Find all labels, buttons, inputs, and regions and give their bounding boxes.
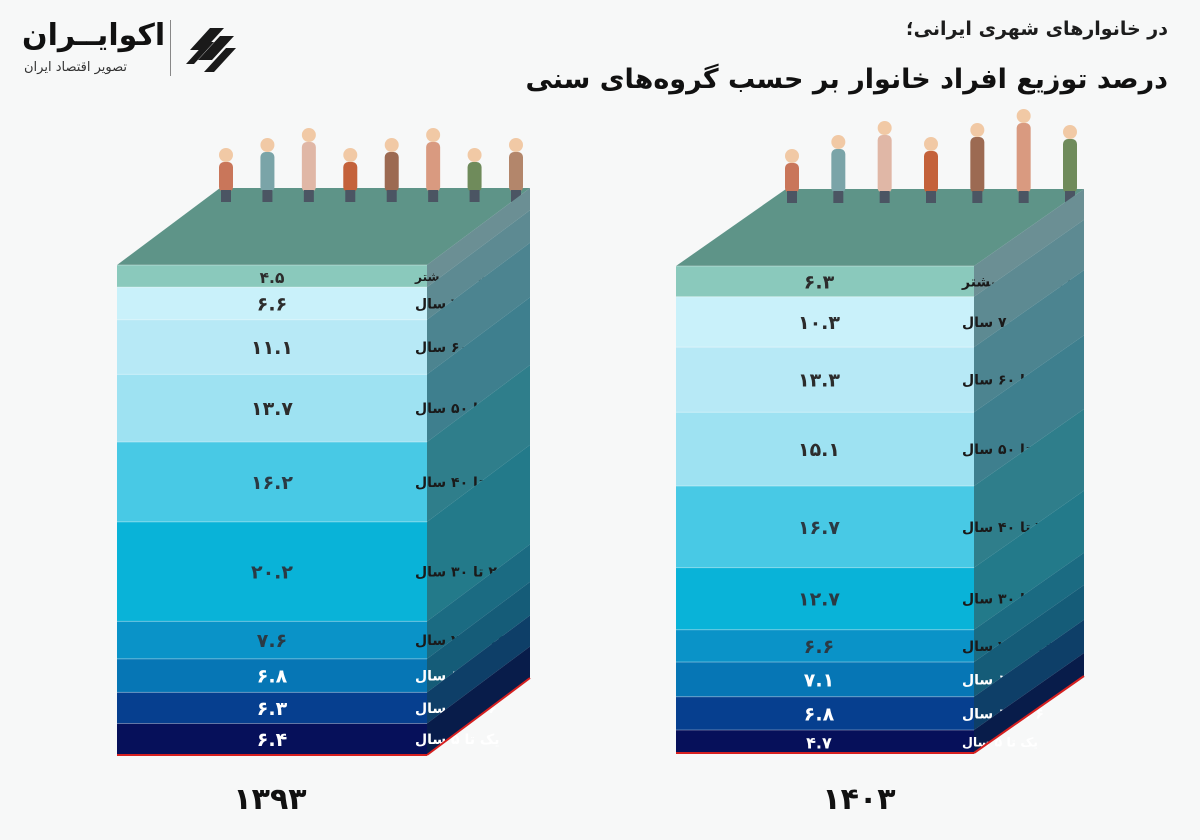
block-right-band-front (676, 266, 974, 297)
block-right-value-label: ۱۶.۷ (798, 517, 840, 539)
block-left-person-figure (509, 138, 523, 202)
block-right-value-label: ۱۳.۳ (798, 370, 840, 392)
block-right-band-side (974, 270, 1084, 413)
block-left-value-label: ۴.۵ (260, 269, 285, 287)
block-left-band-front (117, 441, 427, 522)
chart-subtitle: در خانوارهای شهری ایرانی؛ (906, 18, 1168, 40)
block-right-top-face (676, 189, 1084, 266)
block-right-band-side (974, 653, 1084, 753)
block-right-person-figure (785, 149, 799, 203)
block-right-value-label: ۷.۱ (804, 669, 834, 691)
block-right-person-figure (924, 137, 938, 203)
block-right-band-side (974, 335, 1084, 487)
block-left-value-label: ۶.۳ (257, 698, 288, 720)
block-left-band-front (117, 287, 427, 320)
block-right-band-front (676, 567, 974, 630)
block-right-person-figure (877, 121, 892, 203)
block-left-band-front (117, 723, 427, 755)
block-right-band-front (676, 629, 974, 663)
block-right-bottom-edge-side (973, 675, 1085, 754)
year-label-right: ۱۴۰۳ (822, 782, 896, 817)
block-left-band-front (117, 319, 427, 375)
block-left-band-side (427, 544, 530, 659)
block-left-band-side (427, 364, 530, 522)
block-right-band-front (676, 696, 974, 731)
block-right-band-side (974, 585, 1084, 697)
block-left-band-side (427, 646, 530, 755)
block-left-person-figure (219, 148, 233, 202)
block-left-value-label: ۷.۶ (257, 630, 287, 652)
block-right-value-label: ۱۰.۳ (798, 312, 840, 334)
block-right-value-label: ۴.۷ (806, 734, 832, 753)
block-right-band-front (676, 730, 974, 753)
logo-name: اکوایــران (22, 18, 166, 53)
block-left-category-label: ۲۱ تا ۳۰ سال (415, 565, 506, 581)
chart-title: درصد توزیع افراد خانوار بر حسب گروه‌های … (525, 64, 1168, 95)
block-right-person-figure (970, 123, 985, 203)
block-right-band-front (676, 662, 974, 697)
block-left-value-label: ۱۶.۲ (251, 472, 293, 494)
block-left-value-label: ۱۱.۱ (251, 337, 293, 359)
block-right-value-label: ۱۵.۱ (798, 439, 840, 461)
block-left-band-side (427, 188, 530, 288)
block-left-band-side (427, 444, 530, 622)
block-left-top-face (117, 188, 530, 265)
block-right-person-figure (1016, 109, 1031, 203)
block-left-band-side (427, 297, 530, 442)
block-left-value-label: ۶.۴ (257, 729, 287, 751)
block-left-band-side (427, 210, 530, 320)
block-right-band-side (974, 189, 1084, 297)
block-left-band-front (117, 692, 427, 724)
block-left-value-label: ۶.۸ (257, 666, 288, 688)
logo-mark-icon (186, 28, 236, 72)
block-left-band-front (117, 265, 427, 288)
block-left-bottom-edge-side (426, 677, 531, 756)
block-left-person-figure (384, 138, 399, 202)
block-left-person-figure (301, 128, 316, 202)
block-right-band-side (974, 490, 1084, 630)
block-left-band-side (427, 615, 530, 724)
block-left-value-label: ۲۰.۲ (251, 562, 293, 584)
brand-logo: اکوایــران تصویر اقتصاد ایران (12, 14, 252, 84)
block-left-value-label: ۶.۶ (257, 293, 287, 315)
block-right-band-side (974, 552, 1084, 663)
block-right-person-figure (1063, 125, 1077, 203)
block-right-band-side (974, 409, 1084, 568)
block-left-value-label: ۱۳.۷ (251, 398, 293, 420)
block-right-category-label: یک تا ۵ سال (962, 735, 1038, 750)
logo-divider (170, 20, 171, 76)
block-left-person-figure (467, 148, 482, 202)
block-right-band-front (676, 486, 974, 568)
block-left-band-front (117, 621, 427, 659)
block-right-value-label: ۶.۸ (804, 703, 835, 725)
block-right-band-side (974, 219, 1084, 348)
block-left-band-front (117, 374, 427, 442)
block-right-band-side (974, 619, 1084, 731)
block-left-category-label: یک تا ۵ سال (415, 732, 499, 748)
block-right-value-label: ۱۲.۷ (798, 589, 840, 611)
block-left-person-figure (426, 128, 441, 202)
block-right-band-front (676, 412, 974, 487)
block-right-band-front (676, 347, 974, 413)
block-left-band-side (427, 581, 530, 693)
block-right-value-label: ۶.۶ (804, 636, 834, 658)
block-right-person-figure (831, 135, 846, 203)
block-left-person-figure (343, 148, 358, 202)
block-left-band-side (427, 242, 530, 375)
logo-tagline: تصویر اقتصاد ایران (24, 60, 127, 75)
block-left-person-figure (260, 138, 275, 202)
block-left-band-front (117, 521, 427, 622)
year-label-left: ۱۳۹۳ (233, 782, 307, 817)
block-right-band-front (676, 296, 974, 348)
block-left-band-front (117, 658, 427, 693)
block-right-value-label: ۶.۳ (804, 271, 835, 293)
